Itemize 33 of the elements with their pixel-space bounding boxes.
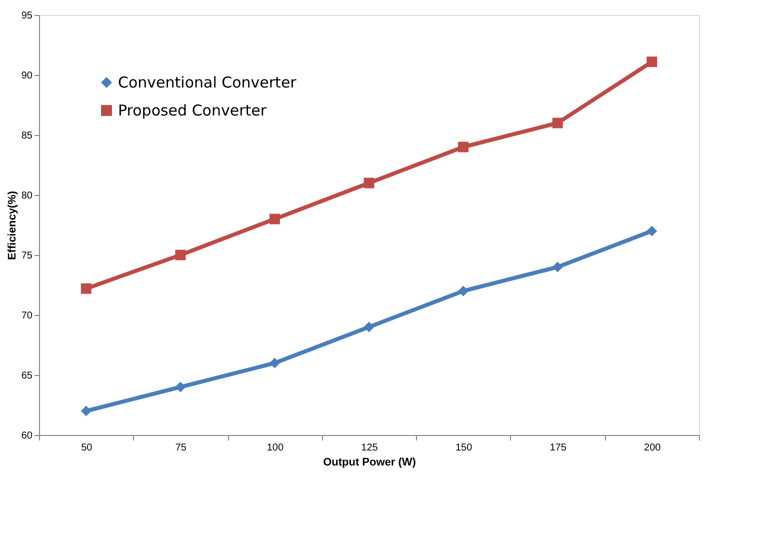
x-tick-label: 200: [644, 442, 662, 454]
point: [269, 214, 280, 224]
y-tick-label: 95: [21, 10, 33, 22]
x-tick-label: 125: [361, 442, 378, 454]
x-axis-title: Output Power (W): [323, 456, 416, 468]
point: [80, 406, 92, 416]
x-tick-label: 175: [550, 442, 567, 454]
point: [80, 283, 92, 294]
y-tick-label: 90: [21, 70, 33, 82]
y-tick-label: 70: [21, 310, 33, 322]
x-tick-label: 50: [81, 442, 93, 454]
point: [552, 262, 563, 272]
point: [364, 178, 374, 188]
y-tick-label: 60: [21, 430, 33, 442]
point: [269, 358, 280, 368]
y-tick-label: 75: [21, 250, 33, 262]
x-tick-label: 75: [175, 442, 187, 454]
legend-label: Conventional Converter: [118, 74, 298, 92]
legend-label: Proposed Converter: [118, 102, 268, 120]
y-tick-label: 80: [21, 190, 33, 202]
y-tick-label: 65: [21, 370, 33, 382]
x-tick-label: 150: [455, 442, 473, 454]
x-tick-label: 100: [266, 442, 284, 454]
point: [364, 322, 374, 332]
point: [175, 382, 186, 392]
y-axis-title: Efficiency(%): [6, 190, 18, 260]
y-tick-label: 85: [21, 130, 33, 142]
point: [646, 226, 658, 236]
point: [458, 286, 469, 296]
point: [552, 118, 563, 128]
point: [646, 56, 658, 68]
point: [458, 142, 469, 152]
point: [175, 250, 186, 260]
